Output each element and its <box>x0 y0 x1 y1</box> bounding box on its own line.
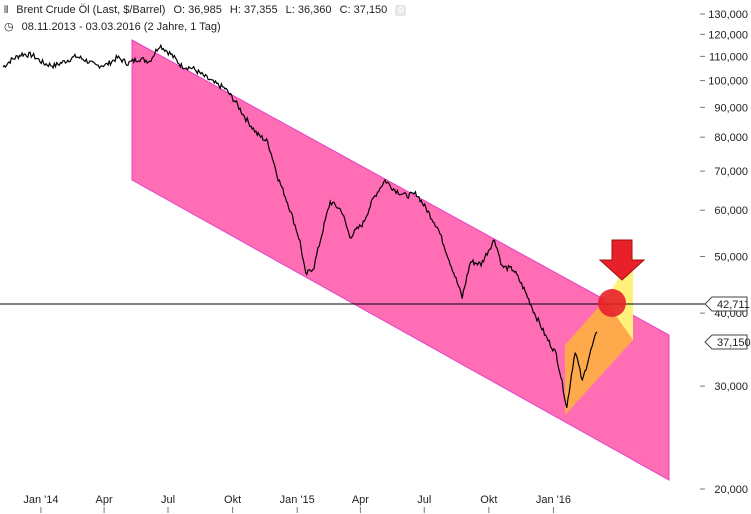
y-tick-label: 100,000 <box>708 76 748 88</box>
y-tick-label: 60,000 <box>714 205 748 217</box>
y-tick-label: 80,000 <box>714 132 748 144</box>
high-value: H: 37,355 <box>229 4 278 16</box>
chart-range-row: ◷ 08.11.2013 - 03.03.2016 (2 Jahre, 1 Ta… <box>4 20 226 33</box>
x-tick-label: Apr <box>352 494 369 506</box>
y-axis: 130,000 120,000 110,000 100,000 90,000 80,000… <box>700 9 748 496</box>
intersection-marker <box>598 289 626 317</box>
down-channel <box>131 39 670 481</box>
level-flag: 42,711 <box>704 296 750 312</box>
x-tick-label: Jul <box>417 494 431 506</box>
up-channel <box>565 300 633 415</box>
x-tick-label: Okt <box>224 494 241 506</box>
chart-header: ⫴ Brent Crude Öl (Last, $/Barrel) O: 36,… <box>4 4 411 16</box>
y-tick-label: 70,000 <box>714 166 748 178</box>
clock-icon: ◷ <box>4 21 14 33</box>
y-tick-label: 110,000 <box>709 51 748 63</box>
price-series-line <box>2 43 598 408</box>
x-axis: Jan '14 Apr Jul Okt Jan '15 Apr Jul Okt Jan '16 <box>23 494 571 513</box>
close-value: C: 37,150 <box>339 4 388 16</box>
x-tick-label: Jan '15 <box>280 494 315 506</box>
down-arrow-icon <box>598 239 646 281</box>
gear-icon[interactable]: ⚙ <box>395 5 407 16</box>
x-tick-label: Jan '14 <box>23 494 58 506</box>
x-tick-label: Jul <box>161 494 175 506</box>
x-tick-label: Okt <box>480 494 497 506</box>
level-flag-label: 42,711 <box>717 299 750 311</box>
x-tick-label: Jan '16 <box>536 494 571 506</box>
y-tick-label: 50,000 <box>714 251 748 263</box>
last-price-label: 37,150 <box>717 337 751 349</box>
y-tick-label: 20,000 <box>714 484 748 496</box>
instrument-title: Brent Crude Öl (Last, $/Barrel) <box>16 4 166 16</box>
y-tick-label: 90,000 <box>714 102 748 114</box>
chart-bars-icon: ⫴ <box>4 5 9 16</box>
y-tick-label: 30,000 <box>714 381 748 393</box>
last-price-flag: 37,150 <box>704 334 751 350</box>
y-tick-label: 120,000 <box>708 29 748 41</box>
date-range: 08.11.2013 - 03.03.2016 (2 Jahre, 1 Tag) <box>21 21 221 33</box>
open-value: O: 36,985 <box>173 4 222 16</box>
y-tick-label: 130,000 <box>708 9 748 21</box>
x-tick-label: Apr <box>96 494 113 506</box>
low-value: L: 36,360 <box>285 4 332 16</box>
